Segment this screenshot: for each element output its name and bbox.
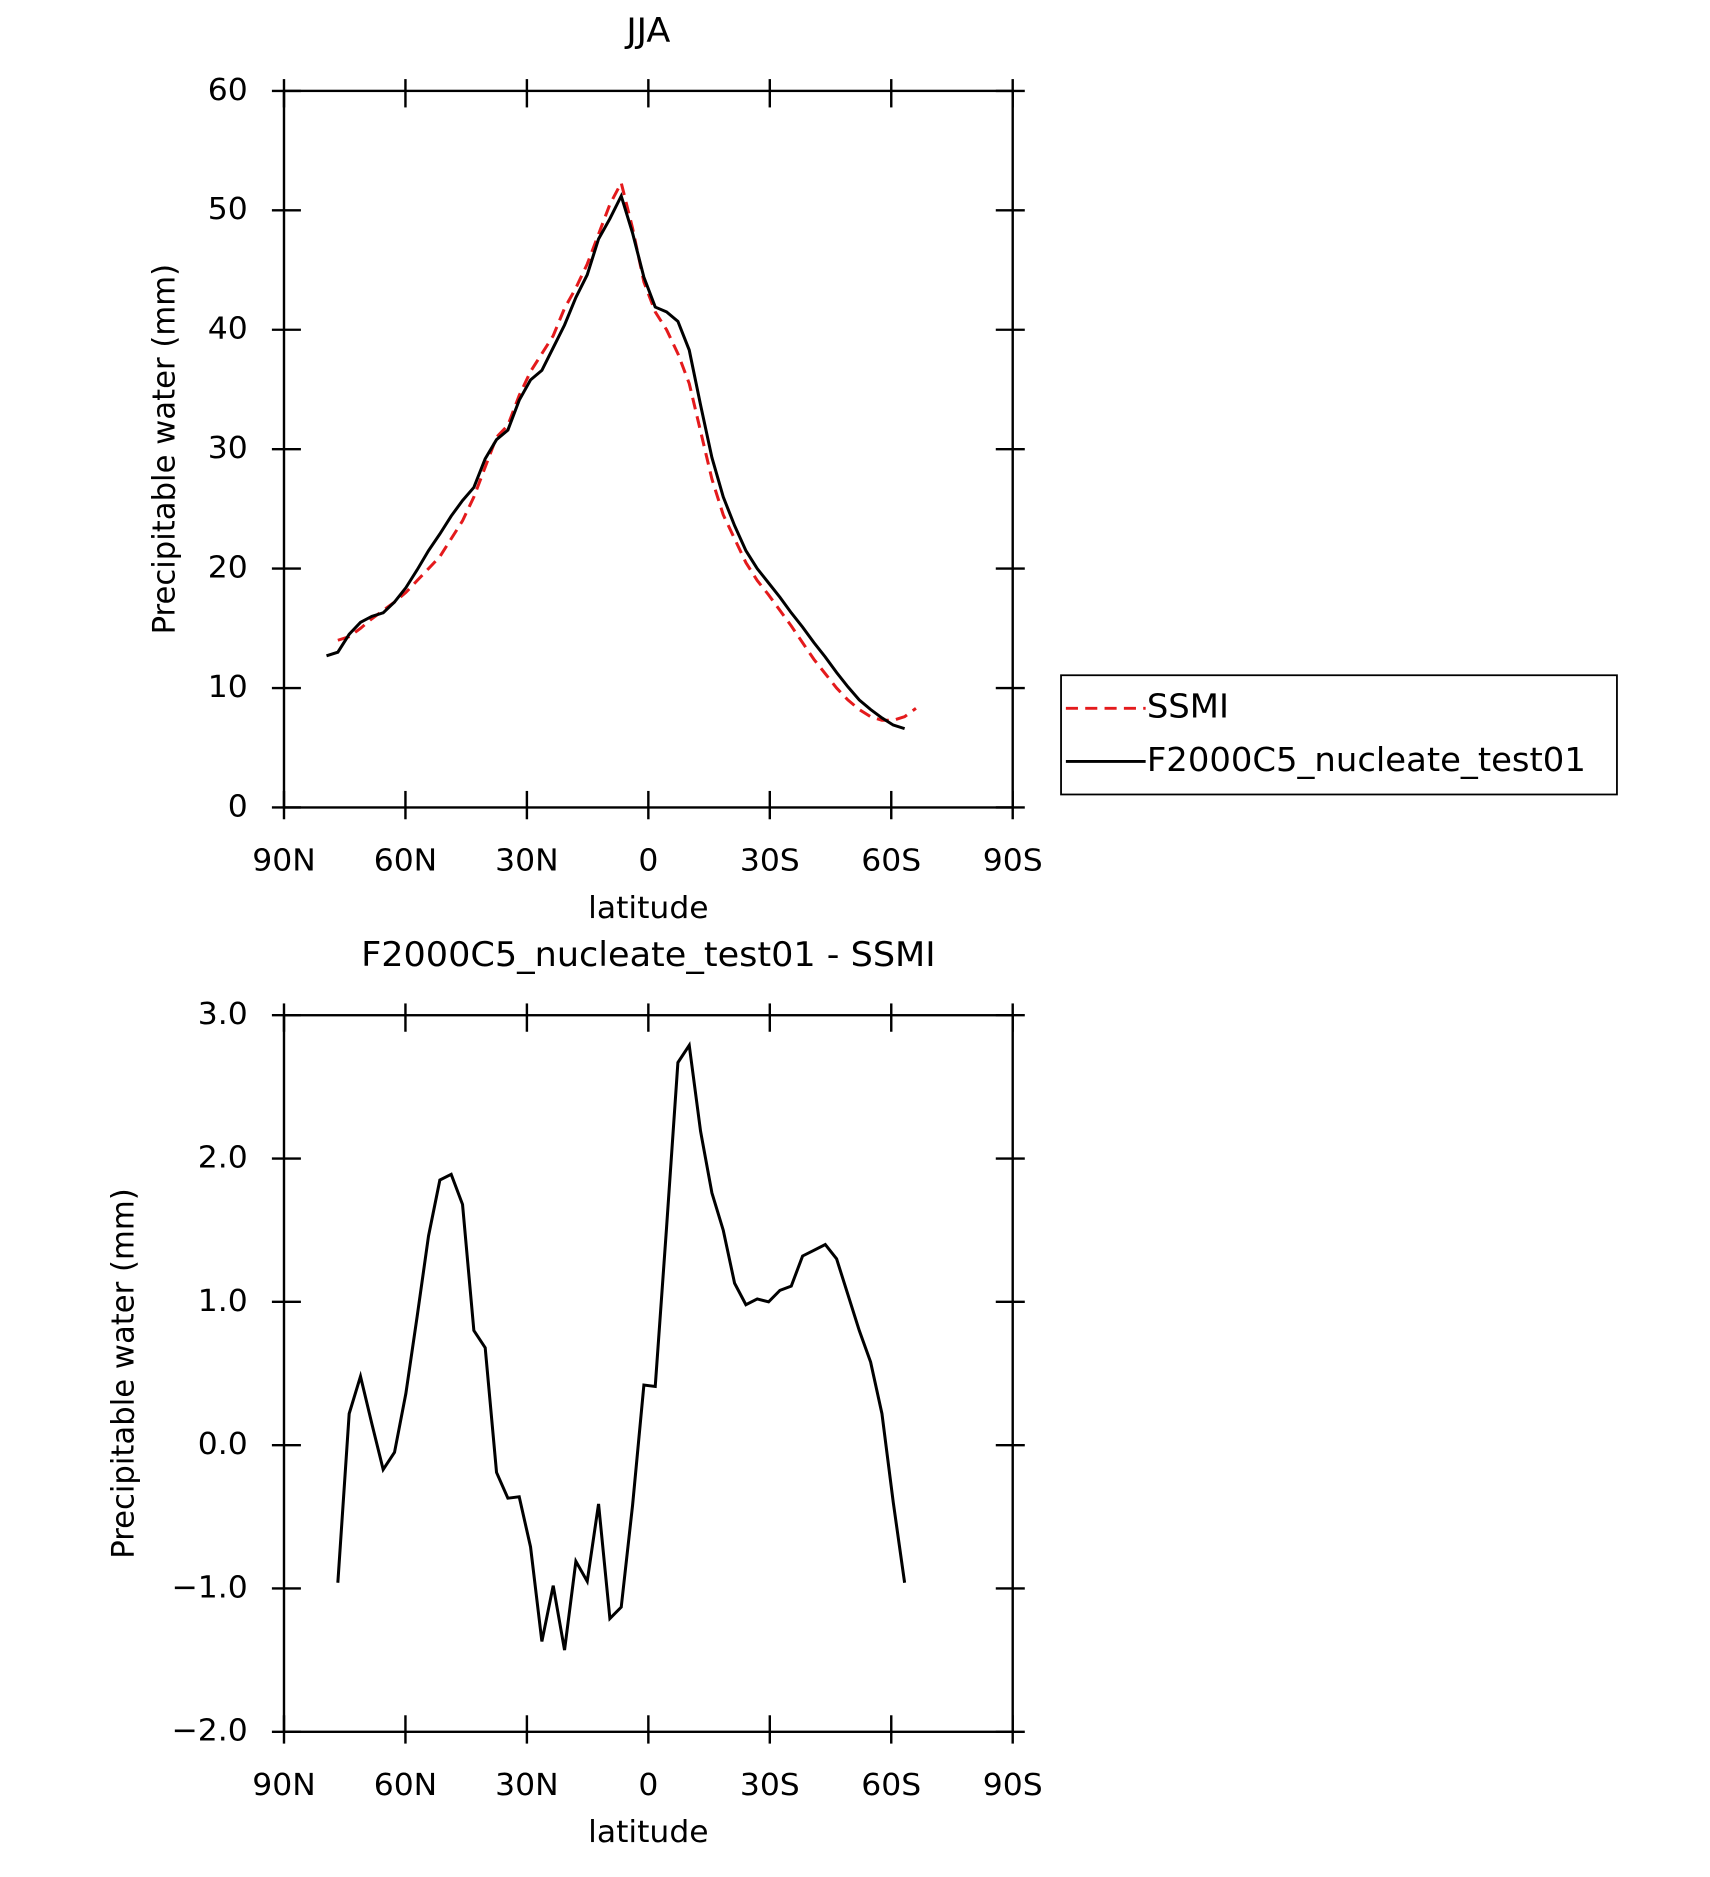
x-tick-label: 60N: [374, 1767, 437, 1803]
x-tick-label: 60N: [374, 843, 437, 879]
y-tick-label: 0.0: [198, 1426, 248, 1462]
plot-frame: [282, 1014, 1014, 1733]
x-tick-label: 0: [638, 1767, 658, 1803]
x-tick-label: 90N: [252, 1767, 315, 1803]
x-tick-label: 30N: [495, 843, 558, 879]
plot-frame: [282, 89, 1014, 809]
y-axis-label: Precipitable water (mm): [105, 1188, 141, 1559]
y-tick-label: 2.0: [198, 1140, 248, 1176]
data-line: [326, 191, 906, 731]
y-tick-label: 60: [208, 72, 248, 108]
y-tick-label: 0: [228, 789, 248, 825]
y-tick-label: 40: [208, 311, 248, 347]
x-axis-label: latitude: [588, 890, 708, 926]
y-axis-label: Precipitable water (mm): [146, 264, 182, 635]
y-tick-label: −1.0: [171, 1570, 247, 1606]
legend-box: [1060, 674, 1618, 796]
x-axis-label: latitude: [588, 1815, 708, 1851]
y-tick-label: −2.0: [171, 1713, 247, 1749]
legend-label: SSMI: [1147, 687, 1229, 726]
y-tick-label: 10: [208, 669, 248, 705]
chart-title: F2000C5_nucleate_test01 - SSMI: [361, 935, 936, 975]
y-tick-label: 20: [208, 550, 248, 586]
y-tick-label: 50: [208, 192, 248, 228]
legend-label: F2000C5_nucleate_test01: [1147, 740, 1586, 779]
x-tick-label: 60S: [861, 843, 921, 879]
x-tick-label: 90S: [983, 1767, 1043, 1803]
y-tick-label: 3.0: [198, 996, 248, 1032]
chart-title: JJA: [624, 11, 670, 51]
x-tick-label: 30S: [740, 1767, 800, 1803]
x-tick-label: 30N: [495, 1767, 558, 1803]
y-tick-label: 30: [208, 430, 248, 466]
data-line: [336, 1041, 907, 1651]
x-tick-label: 30S: [740, 843, 800, 879]
data-line: [337, 178, 917, 722]
x-tick-label: 60S: [861, 1767, 921, 1803]
x-tick-label: 90S: [983, 843, 1043, 879]
y-tick-label: 1.0: [198, 1283, 248, 1319]
x-tick-label: 0: [638, 843, 658, 879]
x-tick-label: 90N: [252, 843, 315, 879]
